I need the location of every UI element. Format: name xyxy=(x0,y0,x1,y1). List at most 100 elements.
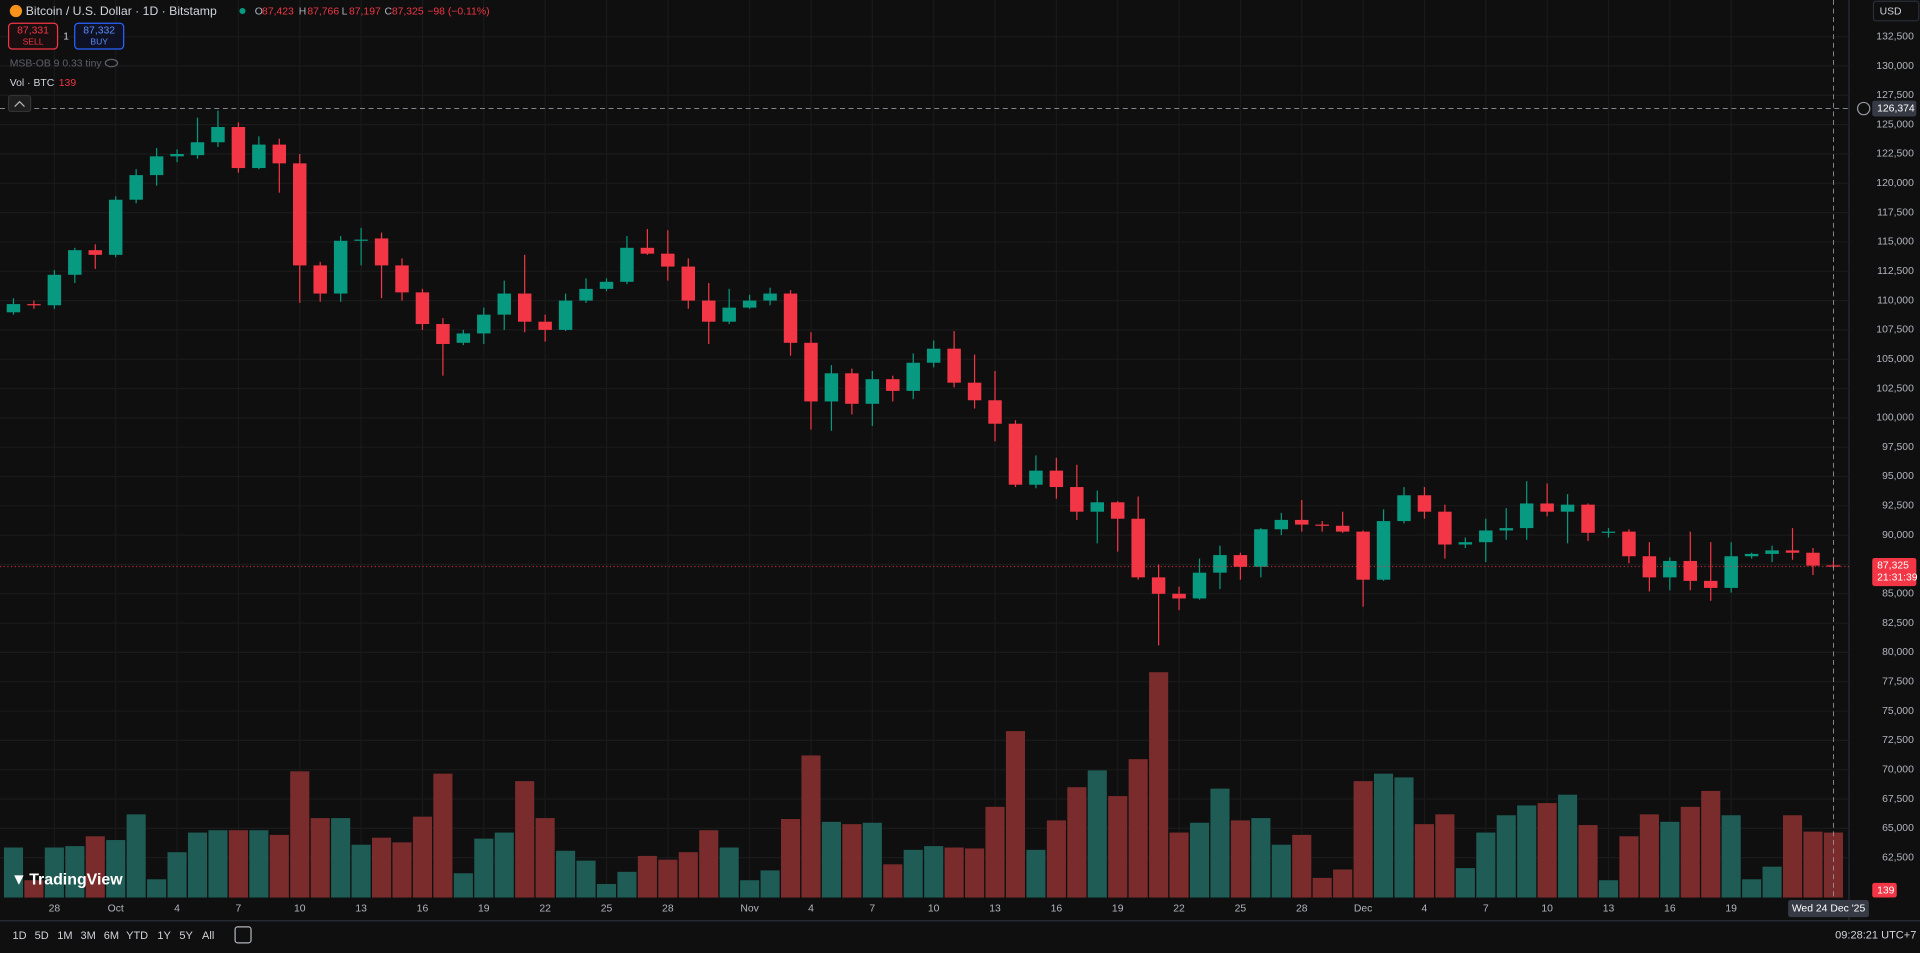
candle-body xyxy=(354,239,368,241)
candle-body xyxy=(1417,495,1432,512)
date-range-icon[interactable] xyxy=(234,926,252,944)
countdown: 21:31:39 xyxy=(1877,572,1918,583)
collapse-icon[interactable] xyxy=(14,100,25,107)
volume-bar xyxy=(1701,790,1721,898)
volume-bar xyxy=(412,816,433,898)
candle-body xyxy=(1806,552,1820,566)
candle-body xyxy=(415,292,430,325)
candle-body xyxy=(661,253,675,267)
candle-body xyxy=(1008,423,1023,485)
candle-body xyxy=(1601,531,1616,533)
candle-body xyxy=(1540,503,1554,512)
candle-body xyxy=(1724,556,1738,588)
volume-bar xyxy=(1639,814,1659,898)
y-tick-label: 105,000 xyxy=(1876,354,1914,365)
x-tick-label: 16 xyxy=(1051,903,1063,914)
candle-body xyxy=(1376,521,1391,580)
volume-bar xyxy=(187,832,208,898)
volume-bar xyxy=(1435,814,1455,898)
volume-bar xyxy=(1353,781,1373,898)
add-alert-icon[interactable] xyxy=(1856,101,1871,116)
currency-button[interactable] xyxy=(1872,0,1920,22)
volume-bar xyxy=(1394,777,1414,898)
candle-body xyxy=(1499,528,1513,531)
candle-body xyxy=(477,314,491,334)
sell-price[interactable]: 87,331 xyxy=(17,25,49,36)
y-tick-label: 95,000 xyxy=(1882,471,1914,482)
buy-label[interactable]: BUY xyxy=(90,37,108,47)
buy-box[interactable] xyxy=(74,22,125,50)
candle-body xyxy=(68,250,82,275)
candle-body xyxy=(906,362,920,391)
y-tick-label: 77,500 xyxy=(1882,676,1914,687)
spread: 1 xyxy=(63,31,68,42)
candle-body xyxy=(170,153,184,157)
range-button[interactable]: 1D xyxy=(13,930,27,942)
candle-body xyxy=(1070,487,1084,512)
candle-body xyxy=(436,324,450,344)
y-tick-label: 85,000 xyxy=(1882,589,1914,600)
y-tick-label: 72,500 xyxy=(1882,735,1914,746)
candle-body xyxy=(865,379,880,404)
volume-bar xyxy=(1455,868,1475,898)
candle-body xyxy=(1560,504,1575,512)
range-button[interactable]: 3M xyxy=(81,930,96,942)
volume-bar xyxy=(269,834,289,898)
volume-bar xyxy=(126,814,146,898)
y-tick-label: 62,500 xyxy=(1882,852,1914,863)
y-tick-label: 120,000 xyxy=(1876,178,1914,189)
volume-bar xyxy=(1414,824,1434,898)
buy-price[interactable]: 87,332 xyxy=(83,25,115,36)
y-tick-label: 80,000 xyxy=(1882,647,1914,658)
y-tick-label: 132,500 xyxy=(1876,31,1914,42)
volume-bar xyxy=(760,870,780,898)
candle-body xyxy=(108,199,123,255)
volume-bar xyxy=(392,842,412,898)
collapse-button[interactable] xyxy=(7,94,32,113)
range-button[interactable]: 6M xyxy=(104,930,119,942)
sell-box[interactable] xyxy=(7,22,59,50)
candle-body xyxy=(1110,502,1125,519)
volume-bar xyxy=(1537,803,1557,898)
volume-bar xyxy=(310,818,330,898)
range-button[interactable]: All xyxy=(202,930,214,942)
candle-body xyxy=(272,144,287,164)
range-button[interactable]: 5Y xyxy=(179,930,193,942)
candle-body xyxy=(763,293,777,301)
ohlc-value: 87,197 xyxy=(349,6,381,17)
currency[interactable]: USD xyxy=(1880,6,1902,17)
volume-legend-value: 139 xyxy=(59,78,77,89)
candle-body xyxy=(211,127,225,143)
candle-body xyxy=(313,265,327,294)
candle-body xyxy=(1213,555,1227,573)
sell-button[interactable]: 87,331 SELL xyxy=(7,22,59,50)
symbol-title: Bitcoin / U.S. Dollar · 1D · Bitstamp xyxy=(26,4,217,18)
volume-tag xyxy=(1872,882,1897,898)
candle-body xyxy=(579,288,593,301)
range-button[interactable]: 5D xyxy=(35,930,49,942)
ohlc-key: H xyxy=(299,6,307,17)
candle-body xyxy=(333,240,348,294)
volume-bar xyxy=(1598,880,1619,898)
range-button[interactable]: YTD xyxy=(126,930,148,942)
range-button[interactable]: 1Y xyxy=(157,930,171,942)
volume-bar xyxy=(85,836,105,898)
volume-bar xyxy=(24,880,44,898)
candle-body xyxy=(1172,593,1186,599)
candle-body xyxy=(1765,550,1779,554)
visibility-icon[interactable] xyxy=(104,58,119,68)
sell-label[interactable]: SELL xyxy=(23,37,44,47)
candle-body xyxy=(47,274,62,306)
volume-bar xyxy=(249,830,269,898)
volume-bar xyxy=(1762,866,1782,898)
clock: 09:28:21 UTC+7 xyxy=(1835,929,1916,941)
volume-bar xyxy=(801,755,821,898)
y-tick-label: 67,500 xyxy=(1882,794,1914,805)
range-button[interactable]: 1M xyxy=(57,930,72,942)
x-tick-label: 10 xyxy=(294,903,306,914)
candle-body xyxy=(293,163,307,266)
volume-bar xyxy=(494,832,514,898)
buy-button[interactable]: 87,332 BUY xyxy=(74,22,125,50)
